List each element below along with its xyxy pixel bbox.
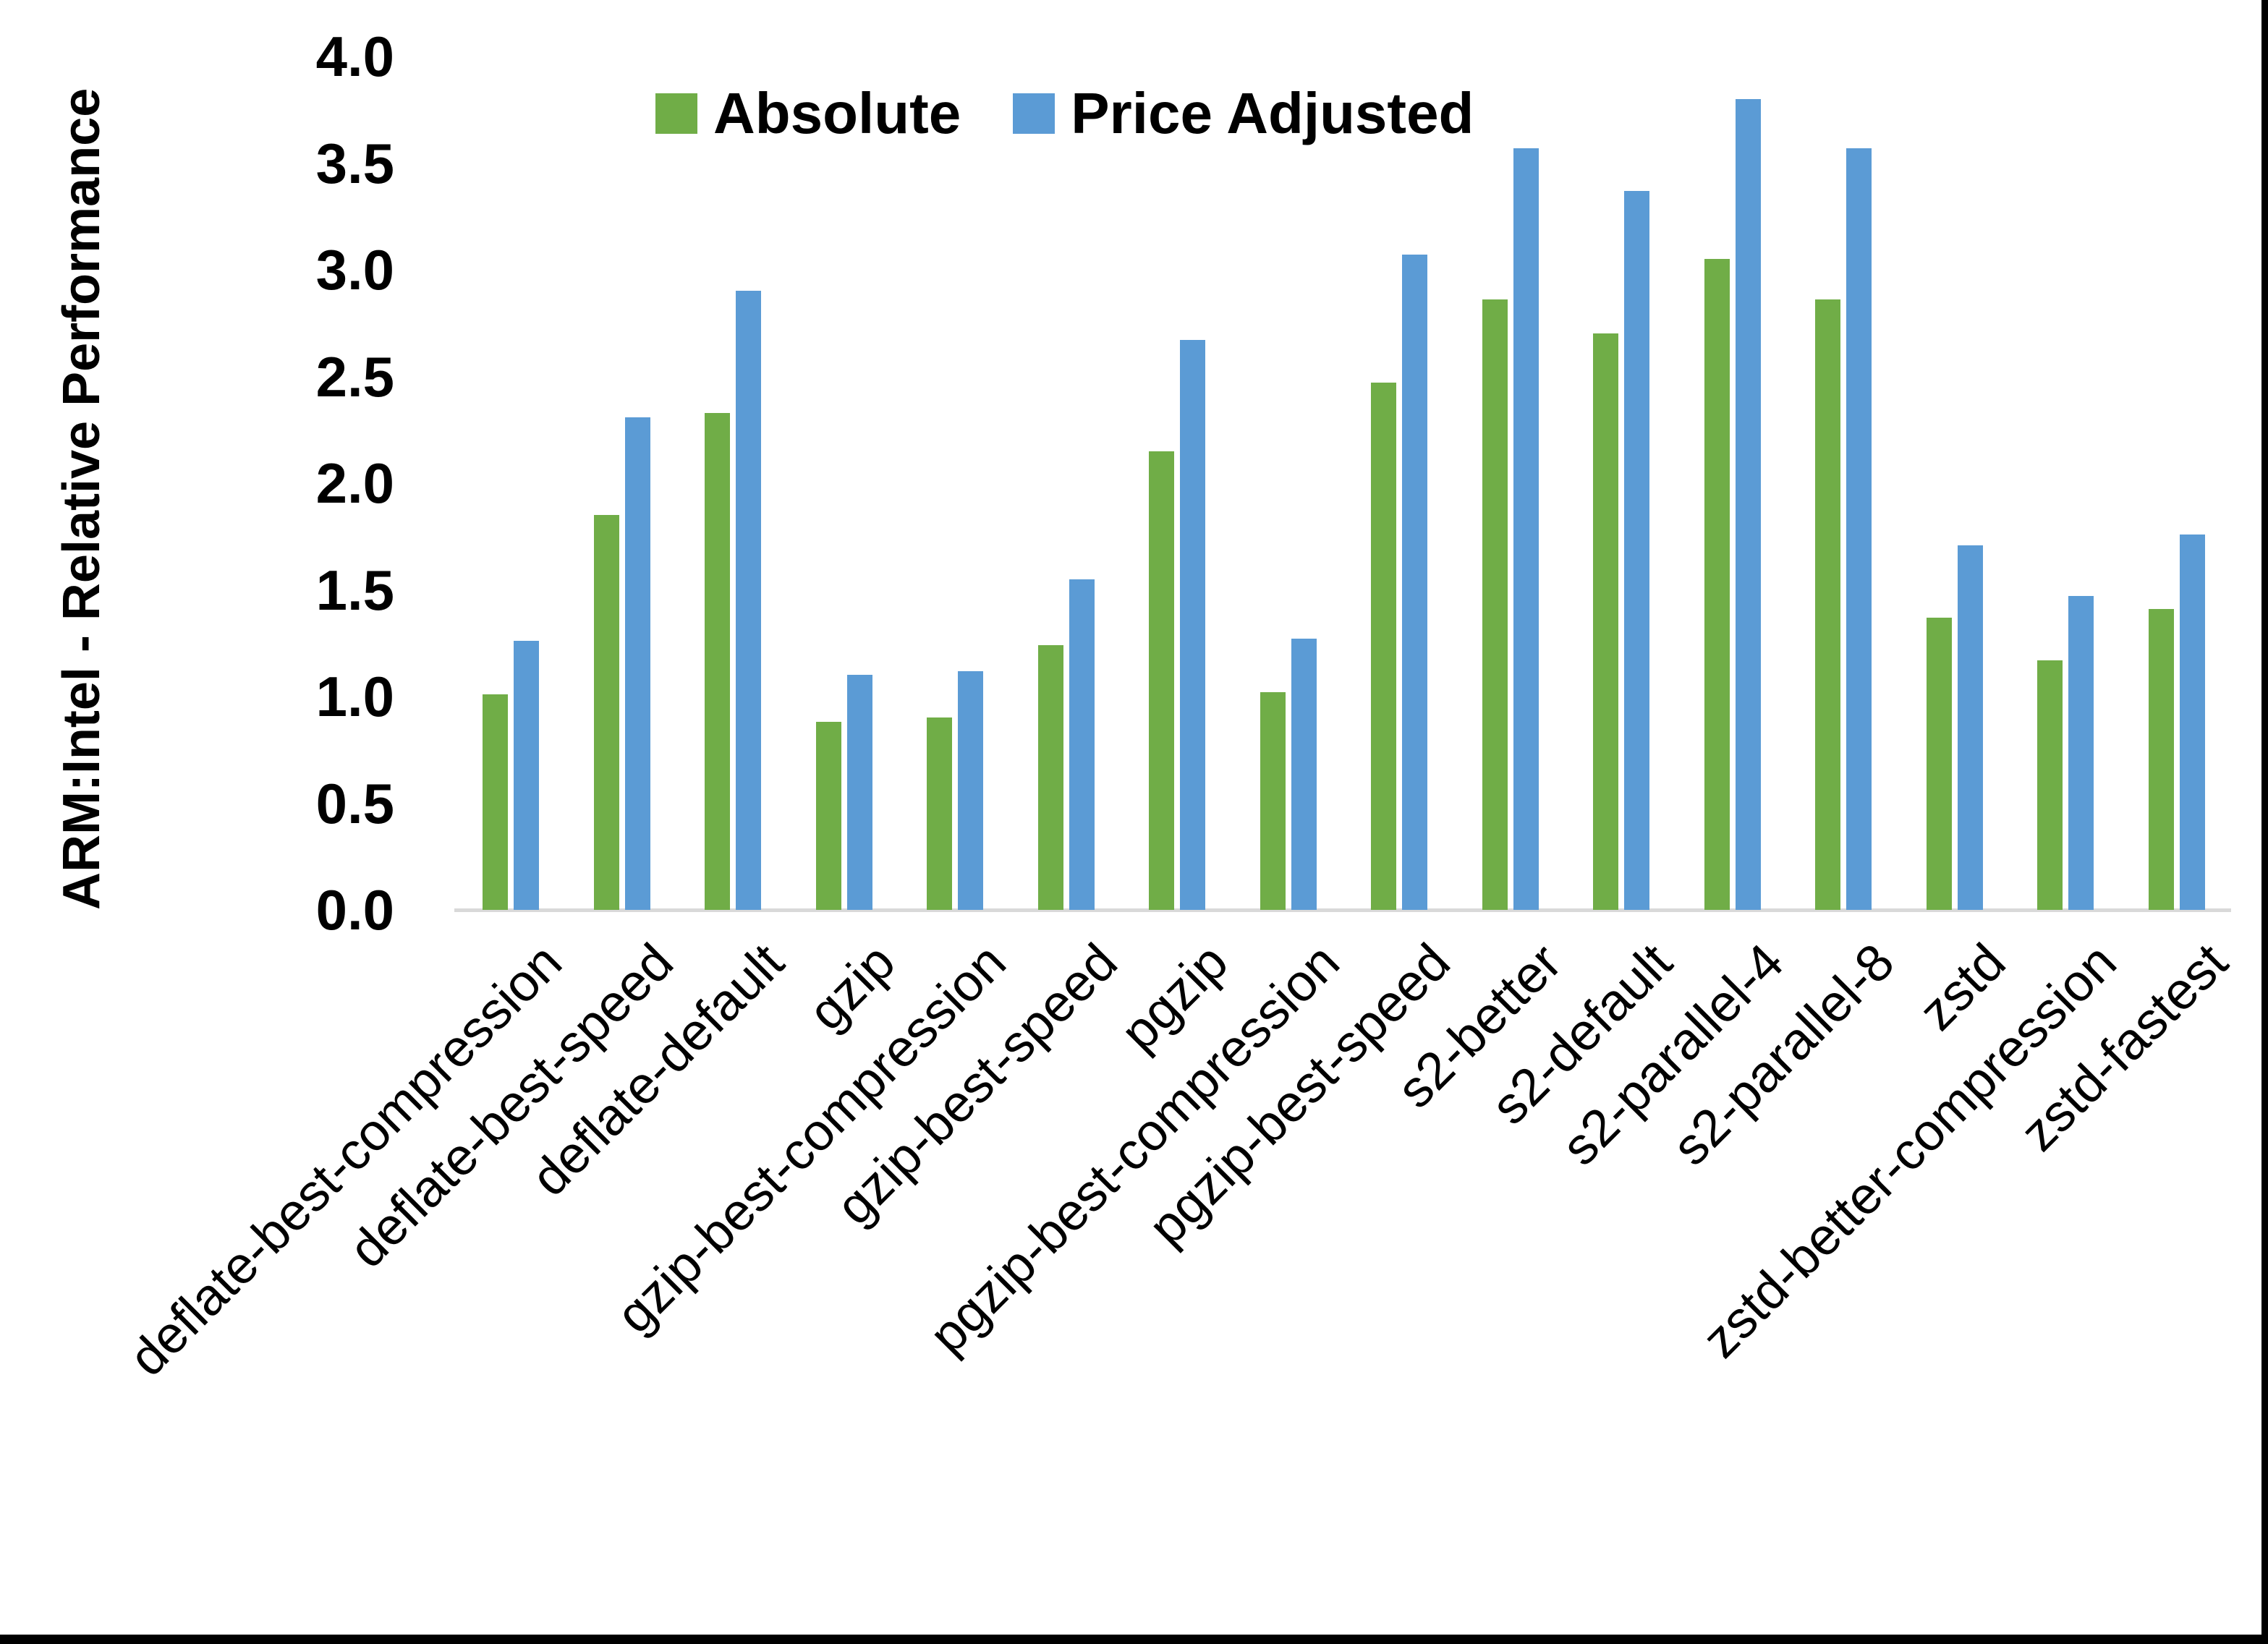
bar-price-adjusted-deflate-default — [736, 291, 761, 910]
bar-absolute-pgzip — [1149, 451, 1174, 910]
bar-absolute-pgzip-best-speed — [1371, 383, 1396, 910]
bar-price-adjusted-pgzip — [1180, 340, 1205, 910]
y-tick-label-0.0: 0.0 — [315, 878, 394, 942]
bar-absolute-zstd-fastest — [2149, 609, 2174, 910]
bar-price-adjusted-s2-better — [1513, 148, 1539, 910]
bar-absolute-s2-better — [1482, 299, 1508, 910]
bar-price-adjusted-zstd-fastest — [2180, 534, 2205, 910]
bar-absolute-deflate-default — [705, 413, 730, 910]
y-tick-label-4.0: 4.0 — [315, 25, 394, 88]
bar-price-adjusted-gzip-best-compression — [958, 671, 983, 910]
bar-price-adjusted-s2-parallel-4 — [1736, 99, 1761, 910]
frame-border-bottom — [0, 1635, 2268, 1644]
bar-absolute-deflate-best-compression — [483, 694, 508, 910]
bar-price-adjusted-s2-default — [1624, 191, 1649, 910]
legend-swatch-price-adjusted-icon — [1013, 93, 1056, 134]
bar-absolute-gzip-best-compression — [927, 717, 952, 910]
y-tick-label-3.0: 3.0 — [315, 238, 394, 302]
bar-price-adjusted-pgzip-best-speed — [1402, 255, 1427, 910]
legend-item-price-adjusted: Price Adjusted — [1013, 85, 1474, 142]
bar-absolute-s2-parallel-8 — [1815, 299, 1840, 910]
bar-price-adjusted-gzip-best-speed — [1069, 579, 1095, 910]
y-tick-label-0.5: 0.5 — [315, 771, 394, 835]
legend-label-absolute: Absolute — [713, 81, 961, 145]
bar-absolute-gzip-best-speed — [1038, 645, 1063, 910]
bar-absolute-deflate-best-speed — [594, 515, 619, 910]
frame-border-right — [2261, 0, 2268, 1644]
legend-swatch-absolute-icon — [655, 93, 697, 134]
bar-price-adjusted-pgzip-best-compression — [1291, 639, 1317, 910]
bar-price-adjusted-deflate-best-compression — [514, 641, 539, 910]
bar-price-adjusted-s2-parallel-8 — [1846, 148, 1872, 910]
bar-price-adjusted-zstd — [1958, 545, 1983, 910]
bar-absolute-pgzip-best-compression — [1260, 692, 1286, 910]
bar-price-adjusted-gzip — [847, 675, 872, 910]
y-tick-label-1.5: 1.5 — [315, 558, 394, 622]
bar-absolute-s2-default — [1593, 333, 1618, 910]
legend-item-absolute: Absolute — [655, 85, 961, 142]
bar-absolute-s2-parallel-4 — [1704, 259, 1730, 910]
y-tick-label-2.0: 2.0 — [315, 451, 394, 515]
x-axis-line — [454, 908, 2231, 912]
legend-label-price-adjusted: Price Adjusted — [1071, 81, 1474, 145]
legend: Absolute Price Adjusted — [655, 81, 1474, 146]
bar-absolute-gzip — [816, 722, 841, 910]
bar-price-adjusted-deflate-best-speed — [625, 417, 650, 910]
y-tick-label-1.0: 1.0 — [315, 665, 394, 728]
x-category-label-deflate-best-compression: deflate-best-compression — [118, 932, 573, 1388]
y-tick-label-3.5: 3.5 — [315, 131, 394, 195]
bar-price-adjusted-zstd-better-compression — [2068, 596, 2094, 910]
bar-absolute-zstd — [1927, 618, 1952, 910]
bar-absolute-zstd-better-compression — [2037, 660, 2063, 910]
y-tick-label-2.5: 2.5 — [315, 344, 394, 409]
